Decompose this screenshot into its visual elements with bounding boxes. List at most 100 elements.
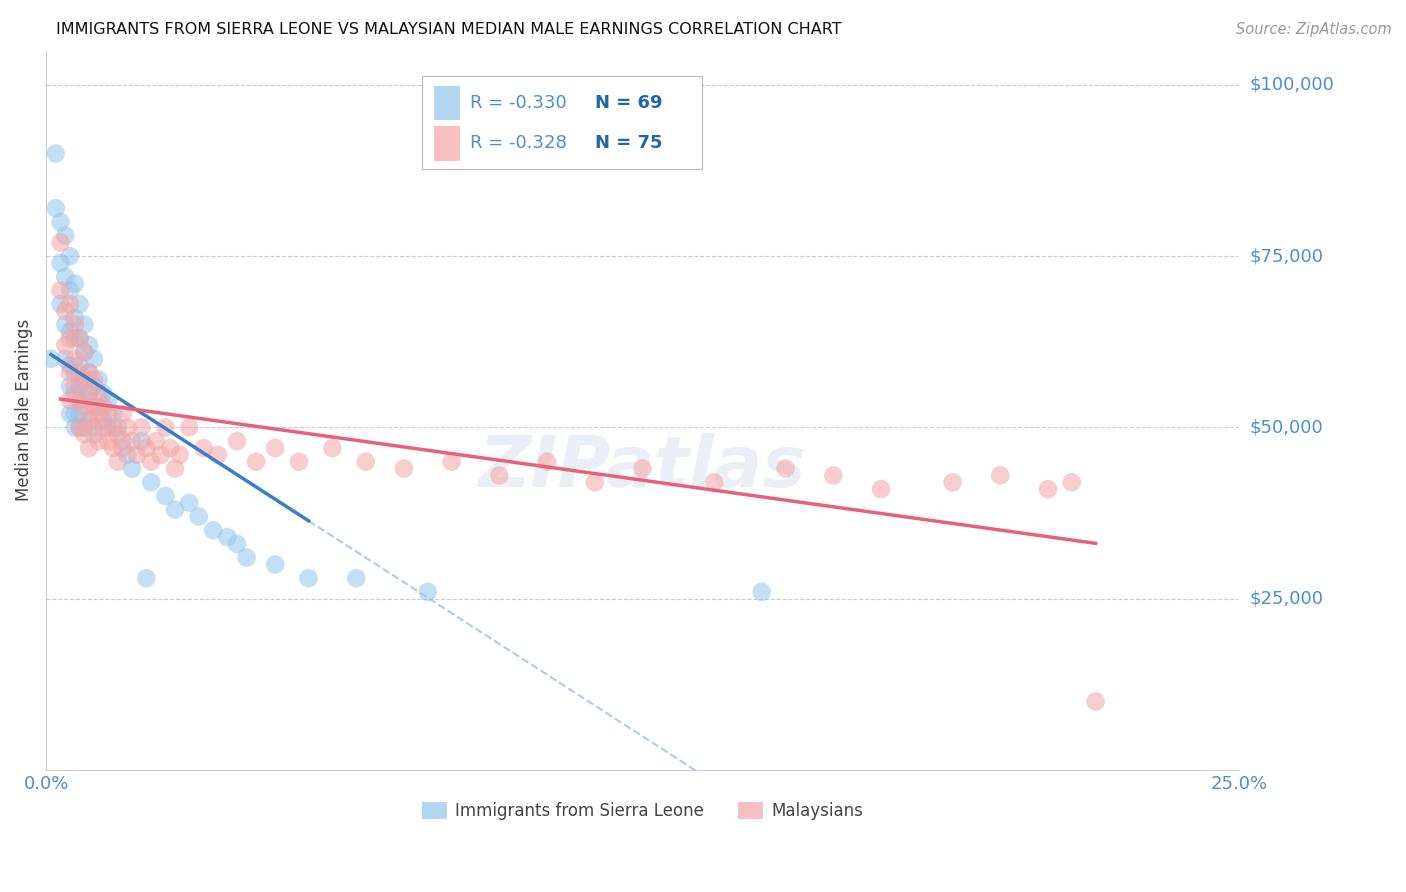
Point	[69, 420, 91, 434]
Point	[73, 345, 96, 359]
Point	[87, 386, 110, 401]
Point	[59, 379, 82, 393]
Point	[59, 284, 82, 298]
Point	[69, 393, 91, 408]
FancyBboxPatch shape	[434, 126, 460, 161]
Point	[73, 372, 96, 386]
Point	[53, 318, 76, 332]
Point	[207, 448, 229, 462]
Point	[69, 331, 91, 345]
Point	[63, 331, 86, 345]
Point	[159, 441, 181, 455]
Point	[49, 297, 72, 311]
Point	[193, 441, 215, 455]
Point	[226, 434, 249, 449]
Y-axis label: Median Male Earnings: Median Male Earnings	[15, 319, 32, 501]
Point	[155, 489, 177, 503]
Point	[59, 359, 82, 373]
Text: $100,000: $100,000	[1250, 76, 1334, 94]
Point	[77, 386, 100, 401]
Text: $75,000: $75,000	[1250, 247, 1324, 265]
Point	[155, 420, 177, 434]
Point	[87, 400, 110, 414]
Point	[121, 461, 143, 475]
Point	[583, 475, 606, 490]
Point	[97, 407, 120, 421]
Point	[117, 420, 139, 434]
Point	[63, 420, 86, 434]
Point	[217, 530, 239, 544]
Point	[321, 441, 343, 455]
Point	[83, 427, 105, 442]
Point	[49, 215, 72, 229]
Point	[163, 461, 186, 475]
Legend: Immigrants from Sierra Leone, Malaysians: Immigrants from Sierra Leone, Malaysians	[415, 795, 869, 826]
Point	[63, 351, 86, 366]
Point	[107, 420, 129, 434]
Point	[59, 331, 82, 345]
Point	[97, 393, 120, 408]
Point	[69, 379, 91, 393]
Point	[59, 249, 82, 263]
Point	[49, 256, 72, 270]
Point	[1060, 475, 1083, 490]
Point	[1084, 694, 1107, 708]
Point	[49, 284, 72, 298]
Point	[149, 448, 172, 462]
Point	[69, 420, 91, 434]
Point	[111, 407, 134, 421]
Point	[416, 585, 439, 599]
Text: Source: ZipAtlas.com: Source: ZipAtlas.com	[1236, 22, 1392, 37]
Point	[93, 386, 115, 401]
Point	[631, 461, 654, 475]
Point	[69, 359, 91, 373]
Point	[139, 455, 162, 469]
Point	[59, 297, 82, 311]
Point	[63, 407, 86, 421]
Point	[354, 455, 377, 469]
Text: N = 69: N = 69	[595, 95, 662, 112]
Point	[344, 571, 367, 585]
Point	[392, 461, 415, 475]
Point	[59, 393, 82, 408]
Text: $25,000: $25,000	[1250, 590, 1324, 607]
Point	[97, 434, 120, 449]
Point	[941, 475, 963, 490]
Text: N = 75: N = 75	[595, 135, 662, 153]
Point	[77, 386, 100, 401]
Point	[93, 420, 115, 434]
Point	[135, 441, 157, 455]
Point	[823, 468, 845, 483]
Point	[77, 338, 100, 352]
Text: IMMIGRANTS FROM SIERRA LEONE VS MALAYSIAN MEDIAN MALE EARNINGS CORRELATION CHART: IMMIGRANTS FROM SIERRA LEONE VS MALAYSIA…	[56, 22, 842, 37]
Point	[235, 550, 257, 565]
Point	[93, 414, 115, 428]
Text: R = -0.330: R = -0.330	[470, 95, 567, 112]
Text: R = -0.328: R = -0.328	[470, 135, 567, 153]
Point	[83, 400, 105, 414]
Point	[169, 448, 191, 462]
Point	[97, 420, 120, 434]
Point	[179, 420, 201, 434]
Point	[83, 420, 105, 434]
Point	[53, 338, 76, 352]
Point	[59, 366, 82, 380]
Point	[187, 509, 209, 524]
Point	[69, 366, 91, 380]
Point	[121, 434, 143, 449]
Point	[775, 461, 797, 475]
Point	[125, 448, 148, 462]
Point	[77, 366, 100, 380]
Point	[69, 297, 91, 311]
Point	[53, 304, 76, 318]
Point	[45, 146, 67, 161]
Point	[53, 228, 76, 243]
Point	[87, 407, 110, 421]
Point	[264, 558, 287, 572]
Point	[101, 441, 124, 455]
Point	[83, 400, 105, 414]
Point	[751, 585, 773, 599]
Point	[703, 475, 725, 490]
Point	[73, 372, 96, 386]
Point	[87, 372, 110, 386]
